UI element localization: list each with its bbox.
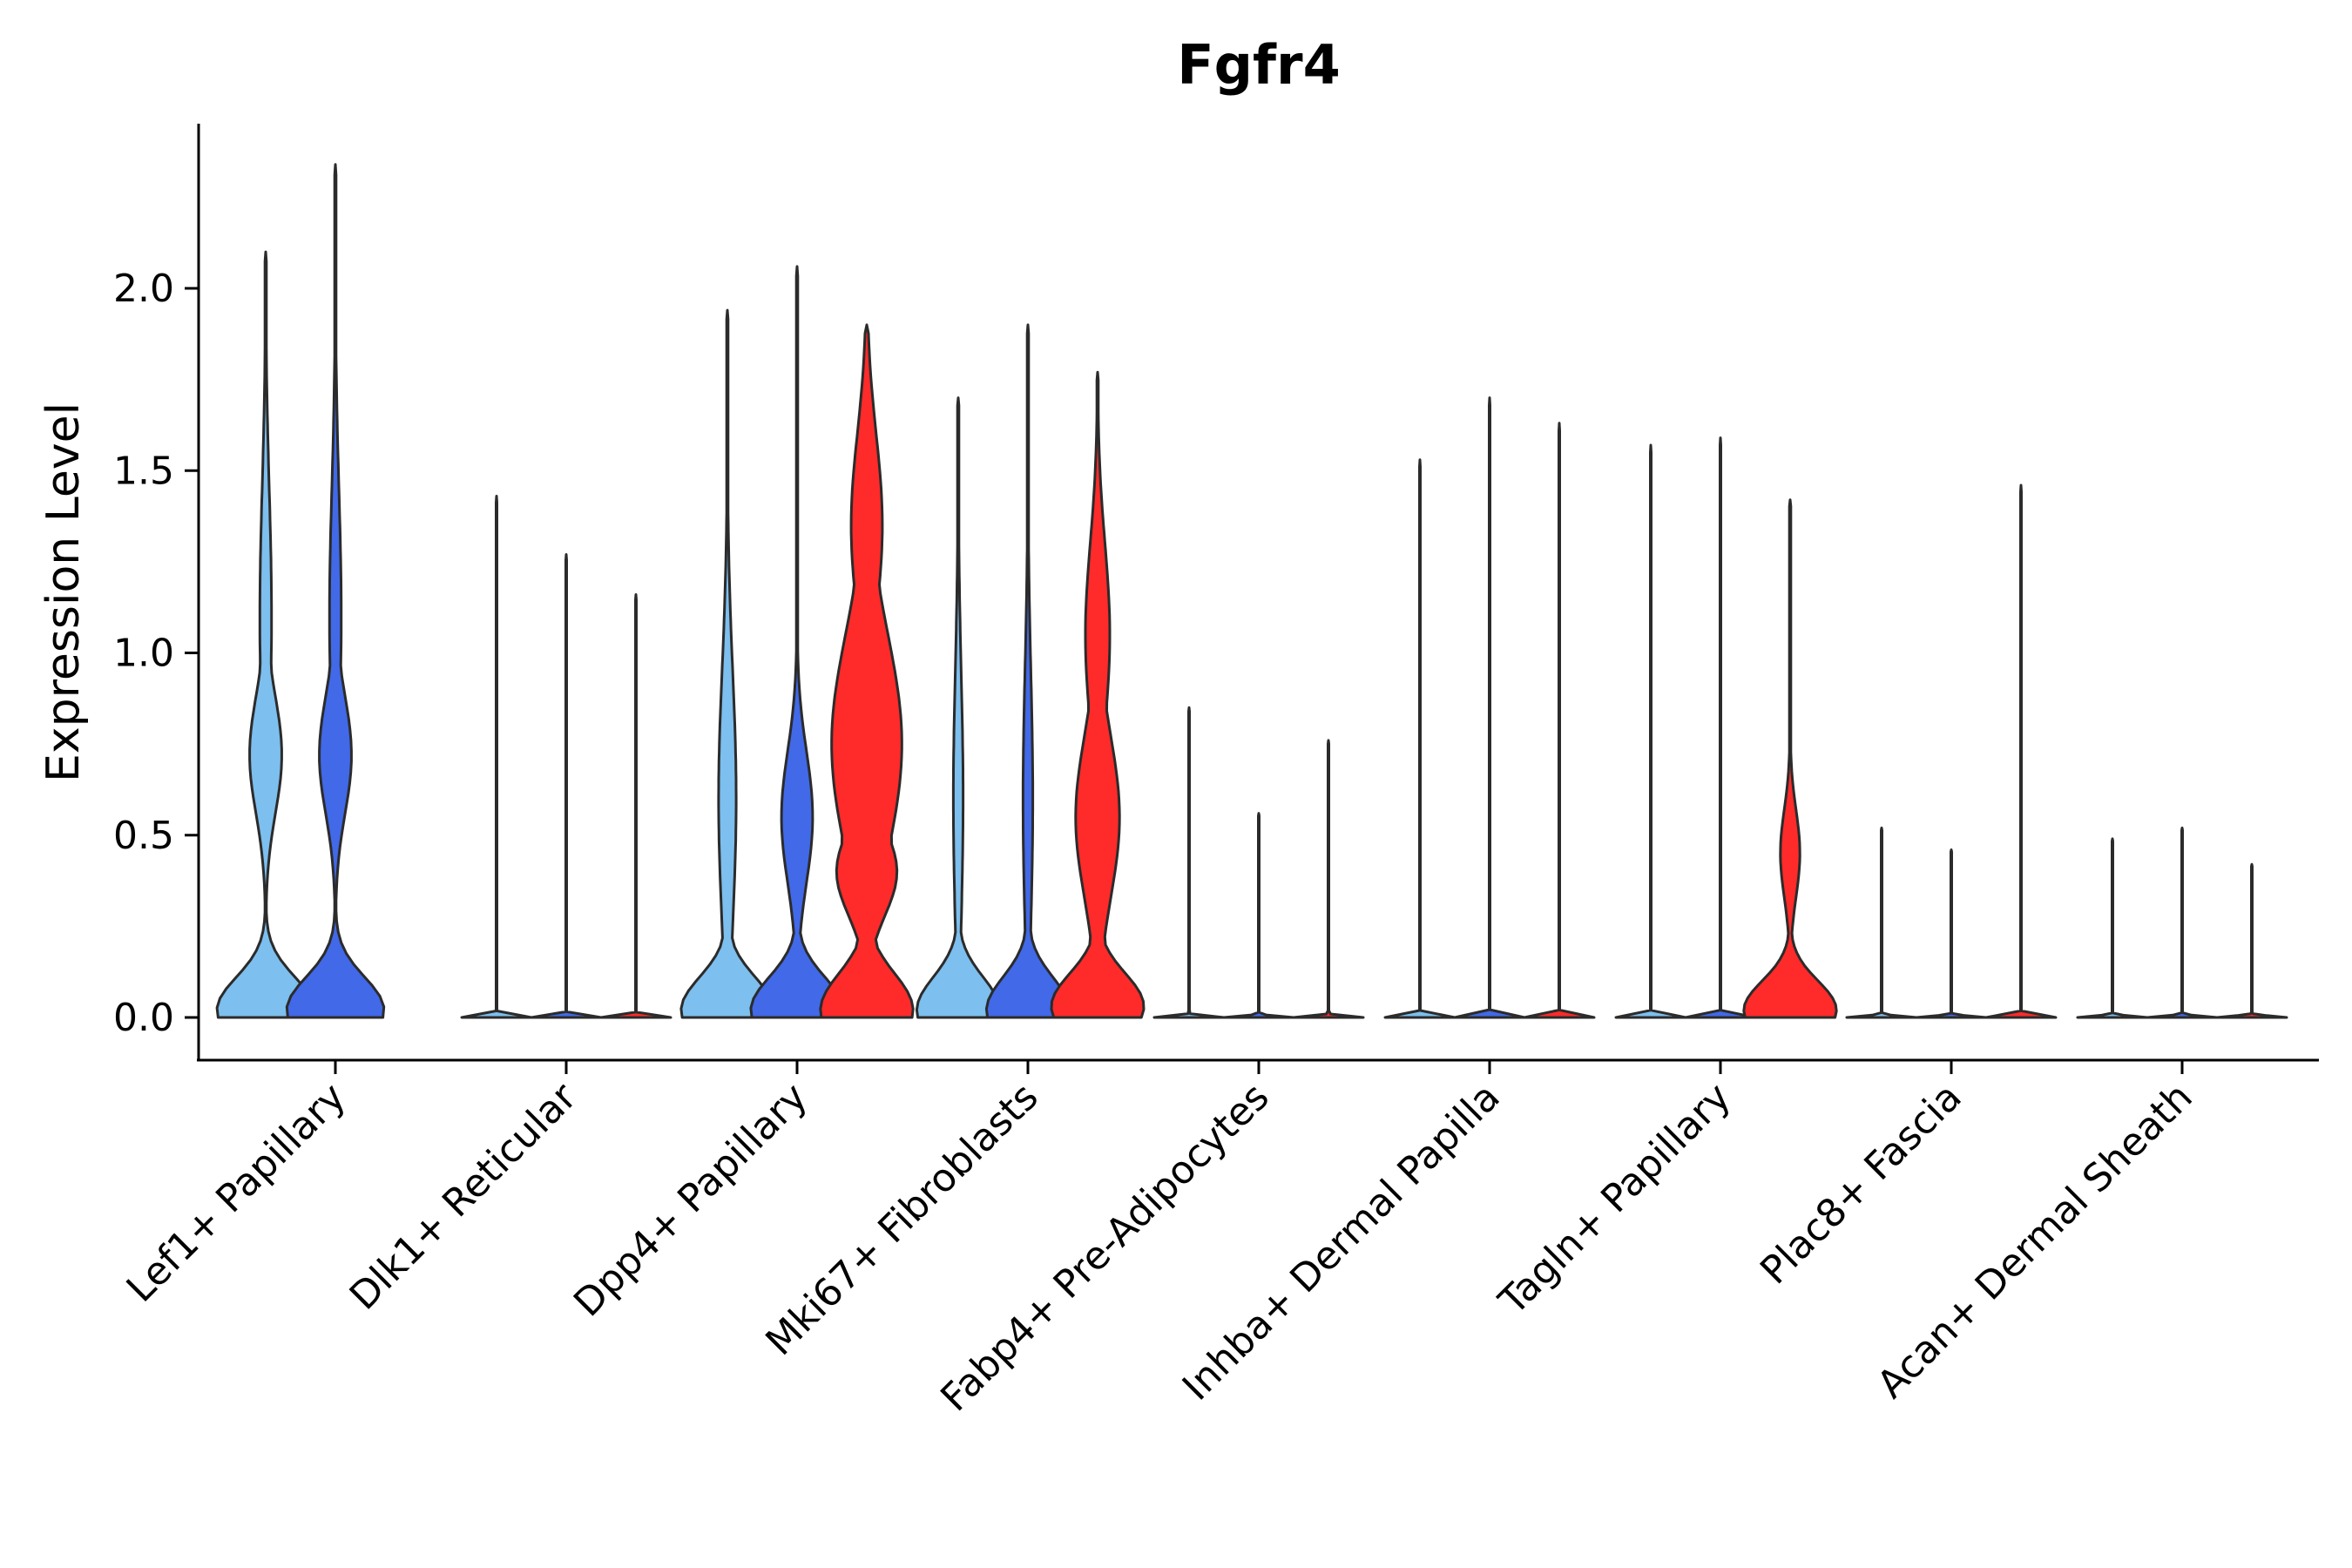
violin-plac8-fascia-group-3 <box>1984 483 2058 1019</box>
x-tick-label: Tagln+ Papillary <box>1490 1075 1740 1324</box>
y-tick-label: 0.5 <box>113 814 174 858</box>
violin-tagln-papillary-group-3 <box>1742 498 1838 1019</box>
x-tick-label: Lef1+ Papillary <box>118 1075 355 1311</box>
violin-fabp4-pre-adipocytes-group-2 <box>1222 812 1295 1019</box>
x-tick-label: Plac8+ Fascia <box>1752 1075 1970 1294</box>
y-tick-label: 1.0 <box>113 632 174 676</box>
violin-mki67-fibroblasts-group-2 <box>984 323 1071 1019</box>
y-axis-ticks: 0.0 0.5 1.0 1.5 2.0 <box>113 267 199 1040</box>
x-tick-label: Dpp4+ Papillary <box>565 1075 816 1326</box>
y-tick-label: 2.0 <box>113 267 174 311</box>
violin-plac8-fascia-group-2 <box>1915 848 1988 1019</box>
violin-tagln-papillary-group-2 <box>1684 436 1757 1019</box>
violin-mki67-fibroblasts-group-3 <box>1050 370 1146 1019</box>
violin-dlk1-reticular-group-1 <box>460 495 533 1019</box>
violin-acan-dermal-sheath-group-3 <box>2215 862 2288 1019</box>
violin-fabp4-pre-adipocytes-group-1 <box>1152 706 1226 1019</box>
violin-inhba-dermal-papilla-group-1 <box>1383 458 1456 1019</box>
violin-dpp4-papillary-group-1 <box>679 308 775 1019</box>
violin-acan-dermal-sheath-group-1 <box>2076 837 2149 1019</box>
violin-lef1-papillary-group-2 <box>285 163 386 1019</box>
violin-plac8-fascia-group-1 <box>1845 826 1918 1019</box>
violin-lef1-papillary-group-1 <box>215 250 316 1019</box>
chart-title: Fgfr4 <box>1177 33 1340 97</box>
violin-inhba-dermal-papilla-group-3 <box>1523 422 1596 1019</box>
y-tick-label: 0.0 <box>113 996 174 1040</box>
violin-dpp4-papillary-group-2 <box>749 265 845 1019</box>
violin-mki67-fibroblasts-group-1 <box>915 396 1002 1019</box>
violin-tagln-papillary-group-1 <box>1614 443 1687 1019</box>
y-axis-title: Expression Level <box>37 402 90 782</box>
violin-layer <box>215 163 2288 1019</box>
x-tick-label: Dlk1+ Reticular <box>341 1074 586 1319</box>
violin-dlk1-reticular-group-2 <box>530 553 603 1019</box>
violin-inhba-dermal-papilla-group-2 <box>1453 396 1526 1019</box>
violin-dpp4-papillary-group-3 <box>819 323 915 1019</box>
violin-dlk1-reticular-group-3 <box>599 593 672 1019</box>
y-tick-label: 1.5 <box>113 449 174 493</box>
violin-acan-dermal-sheath-group-2 <box>2146 826 2219 1019</box>
violin-fabp4-pre-adipocytes-group-3 <box>1292 739 1365 1019</box>
